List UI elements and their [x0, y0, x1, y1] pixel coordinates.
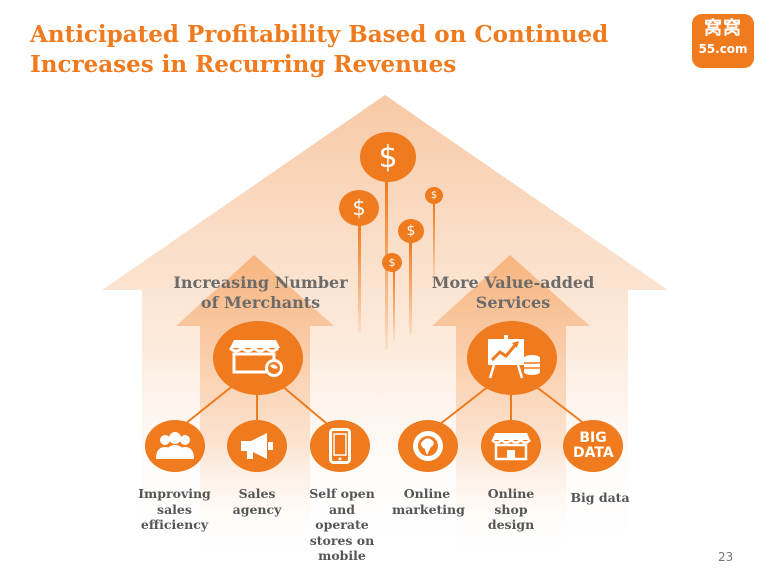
connector-line [179, 379, 241, 429]
dollar-stem [409, 240, 412, 335]
megaphone-icon [241, 433, 273, 459]
dollar-bubble: $ [398, 219, 424, 243]
dollar-bubble: $ [382, 253, 402, 272]
globe-icon [413, 431, 443, 461]
people-icon [156, 432, 194, 459]
logo-cn-text: 窝窝 [704, 18, 742, 39]
item-label: Self open and operate stores on mobile [309, 486, 375, 563]
dollar-icon: $ [430, 190, 438, 201]
item-big-data: BIG DATA [563, 420, 623, 472]
item-online-shop-design [481, 420, 541, 472]
page-number: 23 [718, 550, 734, 564]
left-arrow-shape [176, 255, 334, 560]
logo-en-text: 55.com [698, 42, 748, 56]
dollar-stem [433, 203, 435, 283]
dollar-stem [358, 222, 361, 332]
dollar-icon: $ [388, 256, 396, 269]
slide-title: Anticipated Profitability Based on Conti… [30, 21, 609, 78]
storefront-icon [228, 340, 283, 377]
item-online-marketing [398, 420, 458, 472]
dollar-bubble: $ [360, 132, 416, 182]
section-label-merchants: Increasing Number of Merchants [173, 273, 348, 312]
big-data-icon: BIG DATA [573, 430, 614, 461]
presentation-chart-icon [488, 335, 540, 379]
item-label: Online marketing [392, 486, 465, 517]
mobile-phone-icon [329, 428, 351, 464]
item-improving-sales [145, 420, 205, 472]
dollar-bubble: $ [425, 187, 443, 204]
company-logo: 窝窝 55.com [692, 14, 754, 68]
item-label: Sales agency [232, 486, 282, 517]
connector-line [529, 381, 591, 429]
hub-merchants [213, 321, 303, 395]
dollar-icon: $ [406, 223, 416, 239]
dollar-icon: $ [352, 196, 366, 220]
dollar-bubble: $ [339, 190, 379, 226]
connector-line [274, 379, 333, 429]
section-label-services: More Value-added Services [431, 273, 595, 312]
item-label: Online shop design [487, 486, 535, 532]
item-label: Improving sales efficiency [138, 486, 211, 532]
item-sales-agency [227, 420, 287, 472]
hub-services [467, 321, 557, 395]
connector-line [434, 381, 495, 429]
dollar-stem [393, 270, 395, 340]
dollar-icon: $ [378, 139, 398, 175]
item-self-open-stores [310, 420, 370, 472]
item-label: Big data [570, 490, 630, 505]
shop-icon [491, 433, 531, 461]
